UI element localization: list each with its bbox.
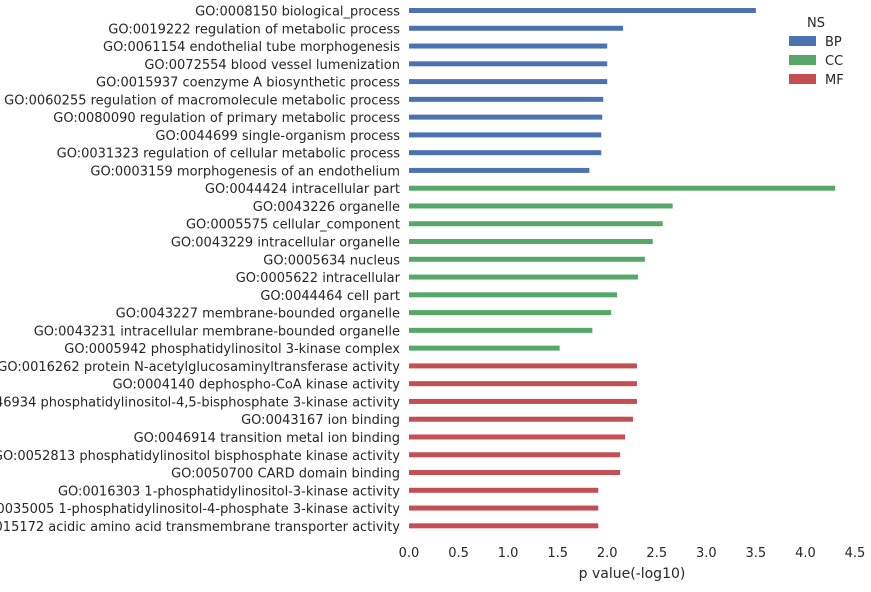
y-tick-label: GO:0043231 intracellular membrane-bounde… xyxy=(34,324,400,339)
bar xyxy=(409,256,645,262)
legend-label: BP xyxy=(825,35,842,50)
bar xyxy=(409,274,638,280)
x-tick-label: 3.5 xyxy=(746,546,767,561)
bar xyxy=(409,61,608,67)
bar xyxy=(409,363,637,369)
bar xyxy=(409,185,836,191)
legend-label: MF xyxy=(825,73,844,88)
x-tick-label: 3.0 xyxy=(696,546,717,561)
bar xyxy=(409,416,633,422)
legend-title: NS xyxy=(807,16,825,31)
y-tick-label: GO:0080090 regulation of primary metabol… xyxy=(53,111,400,126)
bar xyxy=(409,25,624,31)
bar xyxy=(409,96,604,102)
x-tick-label: 4.5 xyxy=(845,546,866,561)
y-tick-label: GO:0005942 phosphatidylinositol 3-kinase… xyxy=(64,342,400,357)
y-tick-label: GO:0043227 membrane-bounded organelle xyxy=(116,307,400,322)
y-tick-labels: GO:0008150 biological_process GO:0019222 … xyxy=(0,5,401,535)
y-tick-label: GO:0015937 coenzyme A biosynthetic proce… xyxy=(96,76,400,91)
y-tick-label: GO:0044699 single-organism process xyxy=(155,129,400,144)
y-tick-label: GO:0072554 blood vessel lumenization xyxy=(144,58,400,73)
y-tick-label: GO:0052813 phosphatidylinositol bisphosp… xyxy=(0,449,400,464)
y-tick-label: GO:0044424 intracellular part xyxy=(205,182,400,197)
bar xyxy=(409,470,621,476)
y-tick-label: GO:0003159 morphogenesis of an endotheli… xyxy=(90,164,400,179)
legend-swatch xyxy=(789,55,816,65)
y-tick-label: GO:0016303 1-phosphatidylinositol-3-kina… xyxy=(58,484,400,499)
bar xyxy=(409,43,608,49)
x-tick-label: 1.0 xyxy=(498,546,519,561)
bar xyxy=(409,221,663,227)
y-tick-label: GO:0046914 transition metal ion binding xyxy=(134,431,400,446)
y-tick-label: GO:0004140 dephospho-CoA kinase activity xyxy=(112,378,400,393)
bar xyxy=(409,239,653,245)
bar xyxy=(409,310,612,316)
y-tick-label: GO:0019222 regulation of metabolic proce… xyxy=(108,22,400,37)
y-tick-label: GO:0044464 cell part xyxy=(260,289,400,304)
y-tick-label: GO:0043229 intracellular organelle xyxy=(171,236,400,251)
y-tick-label: GO:0035005 1-phosphatidylinositol-4-phos… xyxy=(0,502,400,517)
x-tick-label: 2.0 xyxy=(597,546,618,561)
bar xyxy=(409,114,603,120)
y-tick-label: GO:0016262 protein N-acetylglucosaminylt… xyxy=(0,360,400,375)
y-tick-label: GO:0060255 regulation of macromolecule m… xyxy=(4,93,400,108)
bar xyxy=(409,398,637,404)
y-tick-label: GO:0015172 acidic amino acid transmembra… xyxy=(0,520,400,535)
y-tick-label: GO:0005622 intracellular xyxy=(236,271,401,286)
bars-layer xyxy=(409,8,836,529)
bar xyxy=(409,8,756,13)
bar xyxy=(409,203,673,209)
y-tick-label: GO:0005575 cellular_component xyxy=(186,218,400,233)
bar xyxy=(409,523,599,529)
bar xyxy=(409,327,593,333)
y-tick-label: GO:0005634 nucleus xyxy=(263,253,400,268)
x-tick-label: 4.0 xyxy=(795,546,816,561)
x-tick-label: 2.5 xyxy=(646,546,667,561)
y-tick-label: GO:0061154 endothelial tube morphogenesi… xyxy=(103,40,400,55)
bar xyxy=(409,167,590,173)
legend-swatch xyxy=(789,36,816,46)
bar xyxy=(409,487,599,493)
bar xyxy=(409,292,618,298)
bar xyxy=(409,345,560,351)
bar xyxy=(409,381,637,387)
bar xyxy=(409,79,608,85)
bar xyxy=(409,132,602,138)
x-tick-label: 0.0 xyxy=(399,546,420,561)
x-tick-label: 0.5 xyxy=(448,546,469,561)
x-tick-labels: 0.0 0.5 1.0 1.5 2.0 2.5 3.0 3.5 4.0 4.5 xyxy=(399,546,866,561)
x-axis-label: p value(-log10) xyxy=(579,566,686,582)
y-tick-label: GO:0046934 phosphatidylinositol-4,5-bisp… xyxy=(0,395,400,410)
y-tick-label: GO:0008150 biological_process xyxy=(195,5,400,20)
y-tick-label: GO:0043167 ion binding xyxy=(241,413,400,428)
bar xyxy=(409,434,626,440)
bar xyxy=(409,505,599,511)
bar xyxy=(409,150,602,156)
legend: NS BP CC MF xyxy=(789,16,844,88)
y-tick-label: GO:0043226 organelle xyxy=(253,200,400,215)
legend-swatch xyxy=(789,74,816,84)
bar xyxy=(409,452,621,458)
x-tick-label: 1.5 xyxy=(547,546,568,561)
legend-label: CC xyxy=(825,54,843,69)
y-tick-label: GO:0031323 regulation of cellular metabo… xyxy=(57,147,401,162)
y-tick-label: GO:0050700 CARD domain binding xyxy=(171,467,400,482)
